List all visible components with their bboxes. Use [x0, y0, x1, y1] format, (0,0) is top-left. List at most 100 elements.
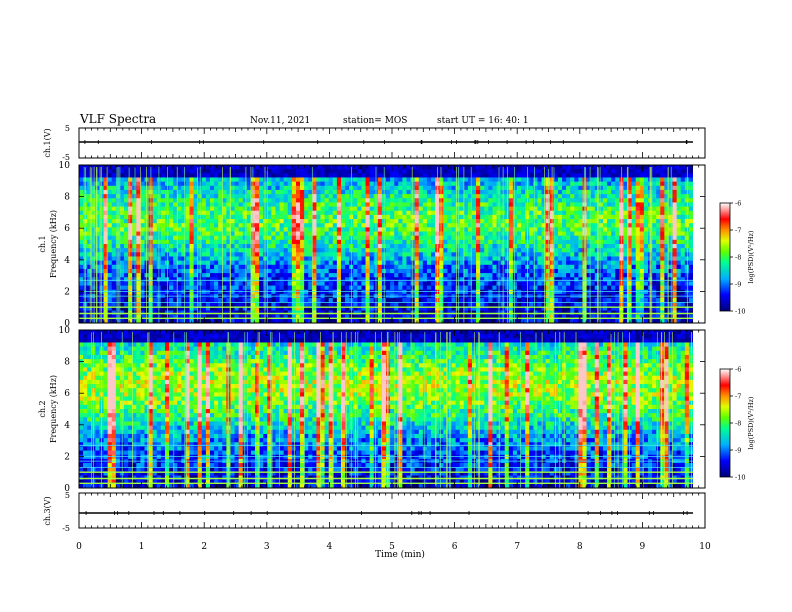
spectrogram-cell — [185, 223, 190, 228]
spectrogram-cell — [271, 298, 276, 303]
spectrogram-cell — [275, 289, 280, 295]
spectrogram-cell — [533, 235, 538, 241]
spectrogram-cell — [410, 189, 416, 195]
spectrogram-cell — [410, 231, 416, 237]
spectrogram-cell — [222, 273, 227, 278]
spectrogram-cell — [426, 298, 432, 303]
spectrogram-cell — [222, 252, 227, 257]
spectrogram-cell — [185, 235, 190, 241]
spectrogram-cell — [340, 277, 346, 282]
spectrogram-cell — [533, 181, 538, 187]
spectrogram-cell — [594, 231, 600, 237]
spectrogram-cell — [124, 239, 129, 245]
spectrogram-cell — [205, 244, 211, 249]
spectrogram-cell — [664, 173, 669, 178]
spectrogram-cell — [304, 181, 309, 187]
spectrogram-cell — [234, 173, 240, 178]
spectrogram-cell — [431, 185, 436, 191]
spectrogram-cell — [611, 285, 616, 291]
spectrogram-cell — [222, 206, 227, 212]
spectrogram-cell — [615, 169, 620, 174]
spectrogram-cell — [308, 223, 313, 228]
spectrogram-cell — [516, 202, 522, 207]
spectrogram-cell — [103, 206, 109, 212]
spectrogram-cell — [557, 277, 563, 282]
spectrogram-cell — [300, 252, 305, 257]
spectrogram-cell — [410, 277, 416, 282]
spectrogram-cell — [263, 235, 268, 241]
spectrogram-cell — [598, 227, 604, 232]
spectrogram-cell — [353, 177, 358, 183]
spectrogram-cell — [83, 264, 88, 270]
spectrogram-cell — [111, 169, 117, 174]
spectrogram-cell — [185, 214, 190, 220]
spectrogram-cell — [238, 169, 244, 174]
spectrogram-cell — [422, 239, 428, 245]
spectrogram-cell — [492, 206, 497, 212]
spectrogram-cell — [128, 227, 133, 232]
spectrogram-cell — [631, 248, 637, 253]
spectrogram-cell — [459, 260, 465, 266]
spectrogram-cell — [631, 256, 637, 262]
spectrogram-cell — [611, 198, 616, 203]
spectrogram-cell — [431, 194, 436, 199]
spectrogram-cell — [267, 194, 272, 199]
spectrogram-cell — [87, 252, 92, 257]
spectrogram-cell — [189, 214, 195, 220]
spectrogram-cell — [639, 281, 645, 286]
spectrogram-cell — [336, 227, 342, 232]
spectrogram-cell — [234, 189, 240, 195]
spectrogram-cell — [553, 165, 559, 170]
spectrogram-cell — [320, 219, 325, 224]
spectrogram-cell — [332, 210, 338, 216]
spectrogram-cell — [320, 289, 325, 295]
spectrogram-cell — [136, 189, 141, 195]
spectrogram-cell — [111, 165, 117, 170]
spectrogram-cell — [431, 256, 436, 262]
spectrogram-cell — [688, 231, 694, 237]
spectrogram-cell — [688, 185, 694, 191]
spectrogram-cell — [316, 206, 321, 212]
spectrogram-cell — [332, 235, 338, 241]
spectrogram-cell — [594, 248, 600, 253]
spectrogram-cell — [611, 181, 616, 187]
spectrogram-cell — [476, 252, 481, 257]
spectrogram-cell — [492, 185, 497, 191]
spectrogram-cell — [557, 298, 563, 303]
spectrogram-cell — [328, 173, 334, 178]
spectrogram-cell — [300, 244, 305, 249]
spectrogram-cell — [209, 281, 215, 286]
spectrogram-cell — [406, 264, 411, 270]
spectrogram-cell — [173, 268, 178, 274]
spectrogram-cell — [361, 268, 366, 274]
spectrogram-cell — [181, 165, 186, 170]
spectrogram-cell — [267, 227, 272, 232]
spectrogram-cell — [353, 206, 358, 212]
spectrogram-cell — [656, 206, 661, 212]
spectrogram-cell — [119, 239, 125, 245]
spectrogram-cell — [103, 268, 109, 274]
spectrogram-cell — [537, 202, 542, 207]
spectrogram-cell — [508, 219, 514, 224]
spectrogram-cell — [234, 223, 240, 228]
spectrogram-cell — [668, 181, 673, 187]
spectrogram-cell — [631, 198, 637, 203]
spectrogram-cell — [598, 169, 604, 174]
spectrogram-cell — [570, 264, 575, 270]
spectrogram-cell — [304, 281, 309, 286]
spectrogram-cell — [598, 244, 604, 249]
spectrogram-cell — [541, 268, 547, 274]
spectrogram-cell — [177, 248, 182, 253]
spectrogram-cell — [173, 273, 178, 278]
spectrogram-cell — [602, 239, 608, 245]
spectrogram-cell — [283, 223, 289, 228]
spectrogram-cell — [553, 298, 559, 303]
spectrogram-cell — [259, 289, 264, 295]
spectrogram-cell — [635, 173, 641, 178]
spectrogram-cell — [545, 219, 551, 224]
spectrogram-cell — [635, 194, 641, 199]
spectrogram-cell — [480, 173, 485, 178]
spectrogram-cell — [111, 244, 117, 249]
spectrogram-cell — [173, 239, 178, 245]
spectrogram-cell — [345, 244, 350, 249]
